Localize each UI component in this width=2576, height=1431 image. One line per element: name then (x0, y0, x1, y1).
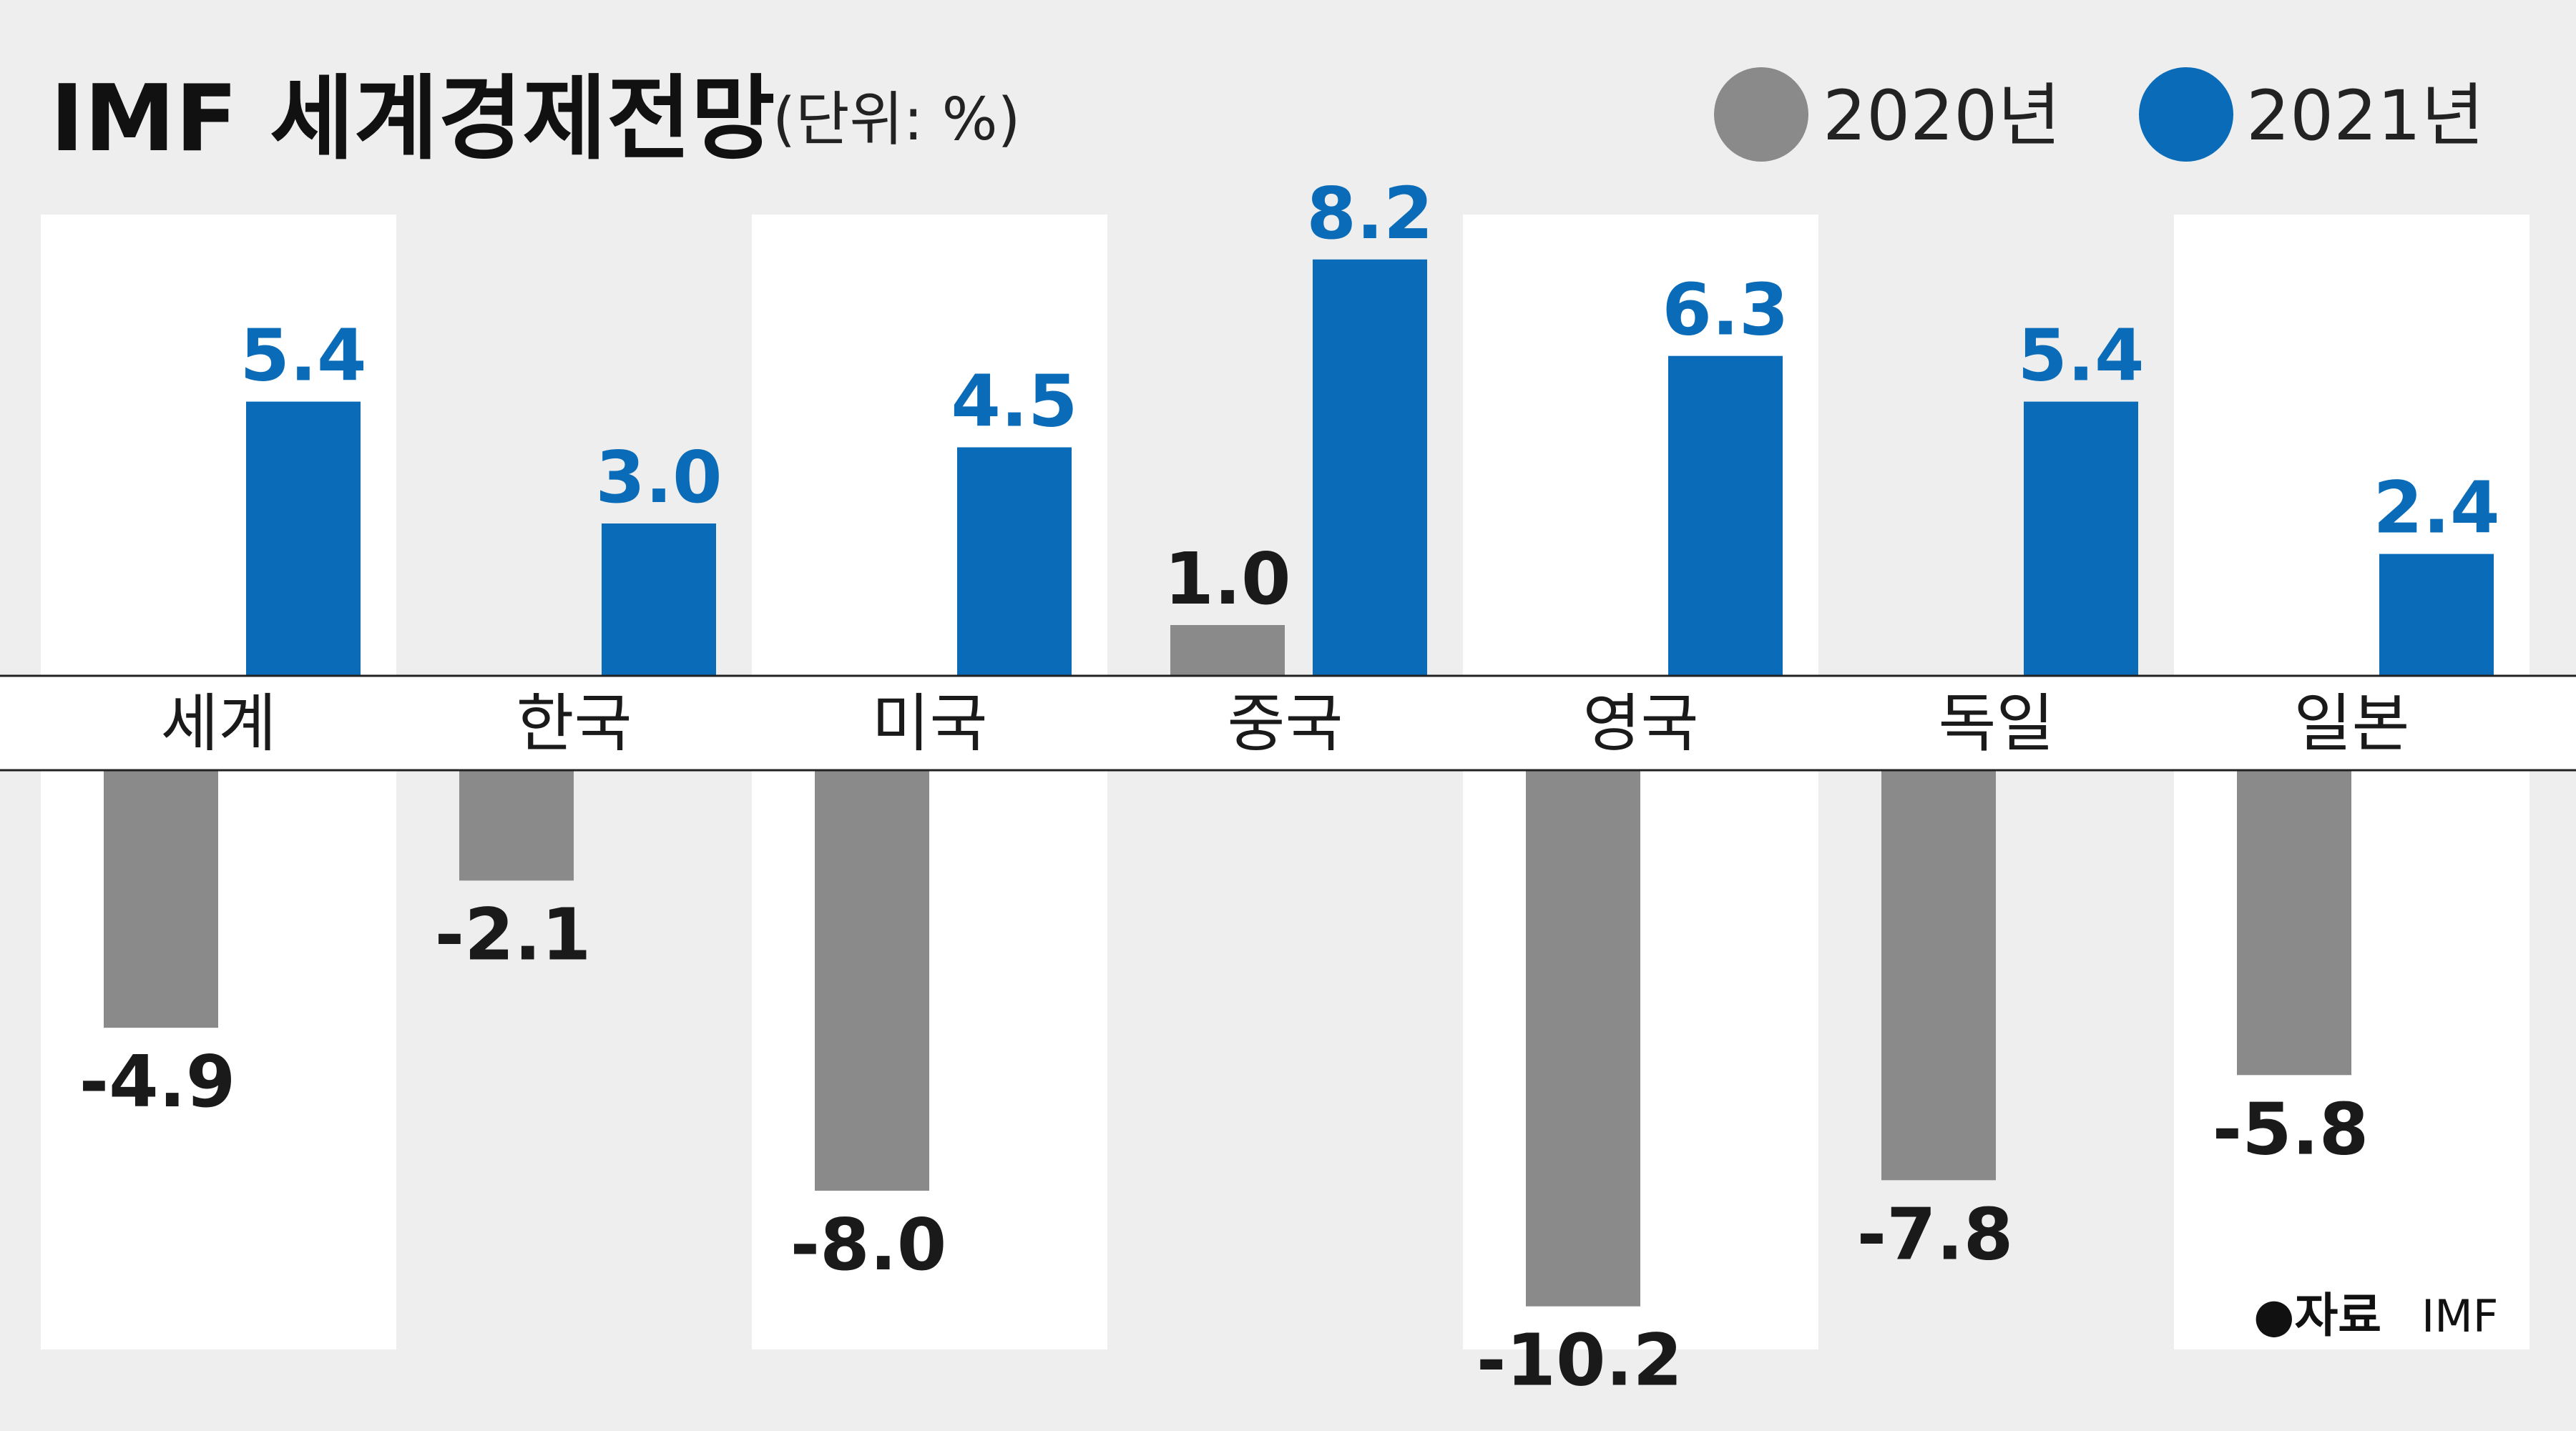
bar-2020년-독일 (1881, 770, 1996, 1181)
bar-2020년-미국 (815, 770, 929, 1191)
legend: 2020년 2021년 (1714, 67, 2484, 162)
chart-title: IMF 세계경제전망 (50, 66, 775, 172)
bars (104, 259, 2494, 1307)
value-label-2020년-한국: -2.1 (435, 892, 592, 976)
category-label-세계: 세계 (161, 687, 277, 760)
category-label-미국: 미국 (872, 687, 988, 760)
panel-2 (752, 215, 1107, 1349)
value-label-2020년-중국: 1.0 (1164, 537, 1291, 621)
bar-2020년-영국 (1526, 770, 1640, 1307)
category-label-영국: 영국 (1583, 687, 1699, 760)
value-label-2020년-독일: -7.8 (1857, 1192, 2014, 1276)
bar-2020년-한국 (459, 770, 574, 881)
value-label-2020년-세계: -4.9 (79, 1040, 236, 1123)
bar-2020년-일본 (2237, 770, 2351, 1076)
legend-marker-2020 (1714, 67, 1808, 162)
value-label-2020년-일본: -5.8 (2213, 1087, 2369, 1171)
source-label: ●자료 (2253, 1288, 2381, 1343)
unit-label: (단위: %) (773, 86, 1020, 154)
bar-2020년-세계 (104, 770, 218, 1028)
category-label-중국: 중국 (1228, 687, 1343, 760)
bar-2021년-중국 (1313, 259, 1427, 676)
bar-2021년-영국 (1668, 355, 1783, 676)
source-note: ●자료 IMF (2253, 1288, 2498, 1343)
category-label-독일: 독일 (1939, 687, 2055, 760)
value-label-2021년-미국: 4.5 (951, 360, 1077, 443)
value-label-2021년-한국: 3.0 (595, 436, 722, 519)
value-label-2021년-일본: 2.4 (2373, 466, 2499, 550)
value-label-2020년-영국: -10.2 (1476, 1319, 1683, 1402)
value-label-2021년-중국: 8.2 (1306, 172, 1433, 255)
category-band (0, 676, 2576, 770)
bar-2021년-독일 (2024, 401, 2138, 676)
bar-2021년-세계 (246, 401, 361, 676)
legend-label-2021: 2021년 (2246, 76, 2484, 156)
panel-6 (2174, 215, 2530, 1349)
value-label-2021년-영국: 6.3 (1662, 268, 1788, 352)
bar-2021년-일본 (2379, 554, 2494, 676)
category-label-한국: 한국 (516, 687, 632, 760)
source-value: IMF (2421, 1290, 2498, 1342)
value-labels: -4.9 -2.1 -8.0 1.0 -10.2 -7.8 -5.8 5.4 3.0 4.5 8.2… (79, 172, 2500, 1402)
value-label-2021년-세계: 5.4 (240, 314, 366, 398)
legend-marker-2021 (2139, 67, 2233, 162)
bar-2020년-중국 (1170, 625, 1285, 676)
value-label-2020년-미국: -8.0 (790, 1203, 947, 1287)
bar-2021년-미국 (957, 447, 1072, 676)
value-label-2021년-독일: 5.4 (2017, 314, 2144, 398)
bar-2021년-한국 (602, 523, 716, 676)
category-label-일본: 일본 (2294, 687, 2410, 760)
axis-band: 세계 한국 미국 중국 영국 독일 일본 (0, 674, 2576, 772)
legend-label-2020: 2020년 (1823, 76, 2061, 156)
